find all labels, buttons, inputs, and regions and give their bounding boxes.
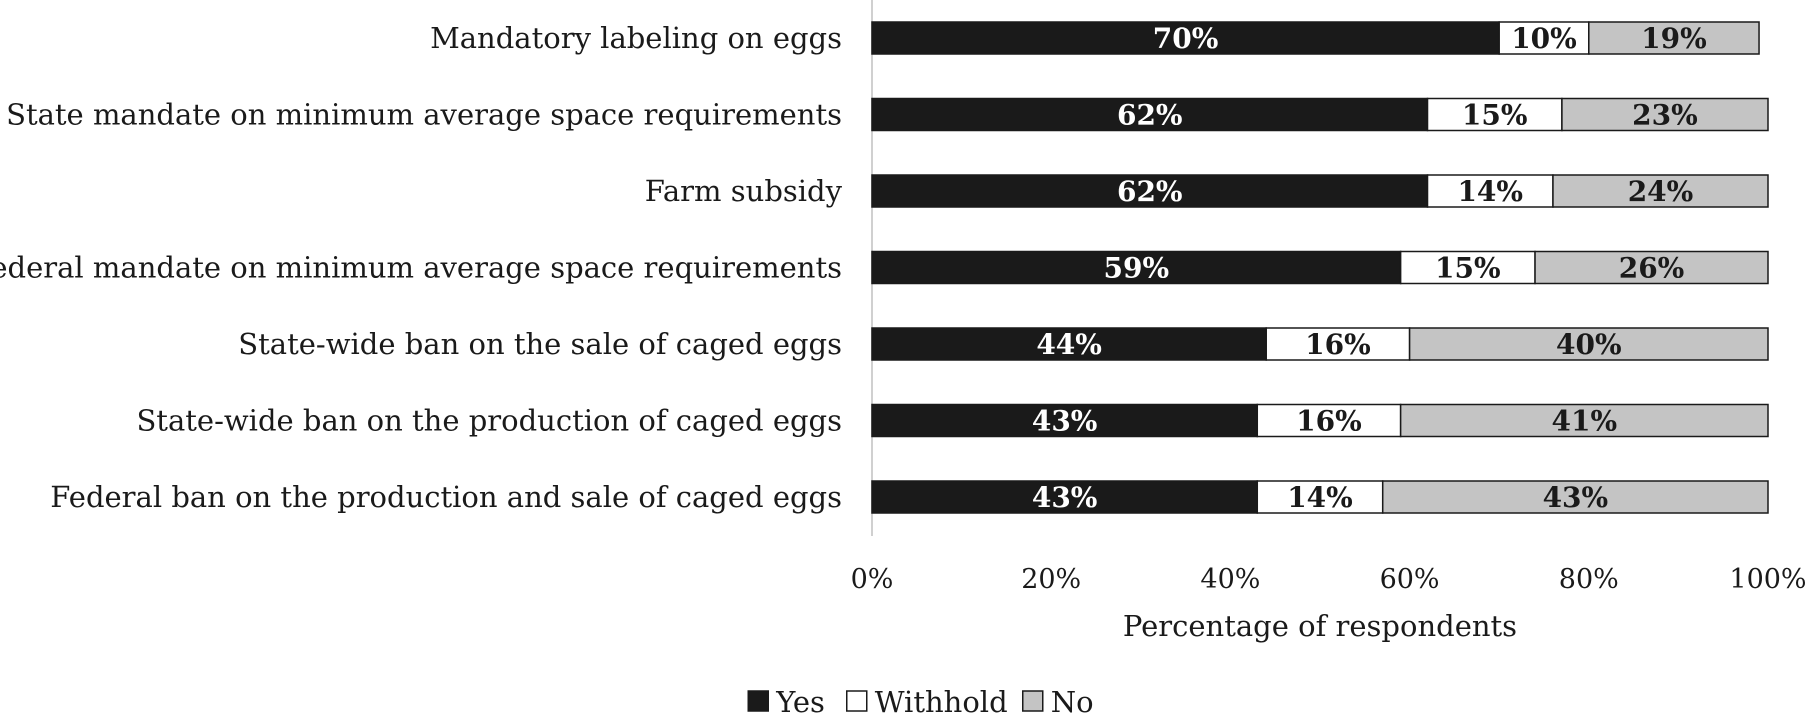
category-labels: Mandatory labeling on eggs State mandate … xyxy=(0,21,843,514)
bar-segment-yes xyxy=(871,480,1259,514)
bar-segment-withhold xyxy=(1265,327,1411,361)
bars xyxy=(871,21,1769,514)
bar-segment-withhold xyxy=(1256,480,1384,514)
value-label-no: 24% xyxy=(1628,175,1694,208)
bar-segment-no xyxy=(1552,174,1769,208)
bar-segment-withhold xyxy=(1399,250,1536,285)
bar-segment-no xyxy=(1561,97,1769,132)
value-label-yes: 70% xyxy=(1153,22,1219,55)
value-label-yes: 59% xyxy=(1104,252,1170,285)
category-label: Federal mandate on minimum average space… xyxy=(0,251,842,285)
value-label-no: 23% xyxy=(1632,99,1698,132)
bar-segment-no xyxy=(1381,480,1769,514)
category-label: State-wide ban on the sale of caged eggs xyxy=(238,327,842,361)
category-label: State mandate on minimum average space r… xyxy=(6,98,842,132)
x-tick-label: 20% xyxy=(1021,564,1081,595)
bar-segment-no xyxy=(1399,403,1769,438)
legend-label-no: No xyxy=(1051,685,1094,719)
value-label-withhold: 16% xyxy=(1296,405,1362,438)
bar-segment-yes xyxy=(871,403,1259,438)
legend-label-yes: Yes xyxy=(775,685,825,719)
value-label-withhold: 14% xyxy=(1457,175,1523,208)
value-label-yes: 43% xyxy=(1032,405,1098,438)
value-labels: 70% 10% 19% 62% 15% 23% 62% 14% 24% 59% 15% 26% 44% 1… xyxy=(1032,22,1707,514)
category-label: Federal ban on the production and sale o… xyxy=(50,480,842,514)
bar-segment-no xyxy=(1408,327,1769,361)
bar-segment-withhold xyxy=(1256,403,1402,438)
value-label-withhold: 14% xyxy=(1287,481,1353,514)
x-tick-label: 80% xyxy=(1559,564,1619,595)
value-label-yes: 62% xyxy=(1117,99,1183,132)
value-label-yes: 62% xyxy=(1117,175,1183,208)
x-tick-label: 0% xyxy=(851,564,894,595)
legend-swatch-yes xyxy=(747,690,769,712)
x-tick-label: 40% xyxy=(1200,564,1260,595)
value-label-withhold: 15% xyxy=(1435,252,1501,285)
legend-swatch-withhold xyxy=(846,690,868,712)
value-label-withhold: 16% xyxy=(1305,328,1371,361)
bar-segment-withhold xyxy=(1498,21,1590,55)
value-label-withhold: 15% xyxy=(1462,99,1528,132)
category-label: State-wide ban on the production of cage… xyxy=(136,404,842,438)
value-label-no: 40% xyxy=(1556,328,1622,361)
value-label-withhold: 10% xyxy=(1511,22,1577,55)
bar-segment-no xyxy=(1534,250,1769,285)
legend-label-withhold: Withhold xyxy=(875,685,1008,719)
legend: Yes Withhold No xyxy=(747,685,1094,719)
category-label: Farm subsidy xyxy=(645,174,843,208)
value-label-no: 43% xyxy=(1543,481,1609,514)
value-label-no: 19% xyxy=(1641,22,1707,55)
value-label-no: 26% xyxy=(1619,252,1685,285)
x-axis-ticks: 0% 20% 40% 60% 80% 100% xyxy=(851,564,1807,595)
bar-segment-yes xyxy=(871,327,1267,361)
x-tick-label: 100% xyxy=(1729,564,1806,595)
value-label-yes: 44% xyxy=(1036,328,1102,361)
legend-swatch-no xyxy=(1022,690,1044,712)
value-label-no: 41% xyxy=(1552,405,1618,438)
bar-segment-yes xyxy=(871,250,1402,285)
x-tick-label: 60% xyxy=(1380,564,1440,595)
category-label: Mandatory labeling on eggs xyxy=(430,21,842,55)
value-label-yes: 43% xyxy=(1032,481,1098,514)
x-axis-title: Percentage of respondents xyxy=(1123,609,1517,643)
bar-segment-no xyxy=(1588,21,1760,55)
